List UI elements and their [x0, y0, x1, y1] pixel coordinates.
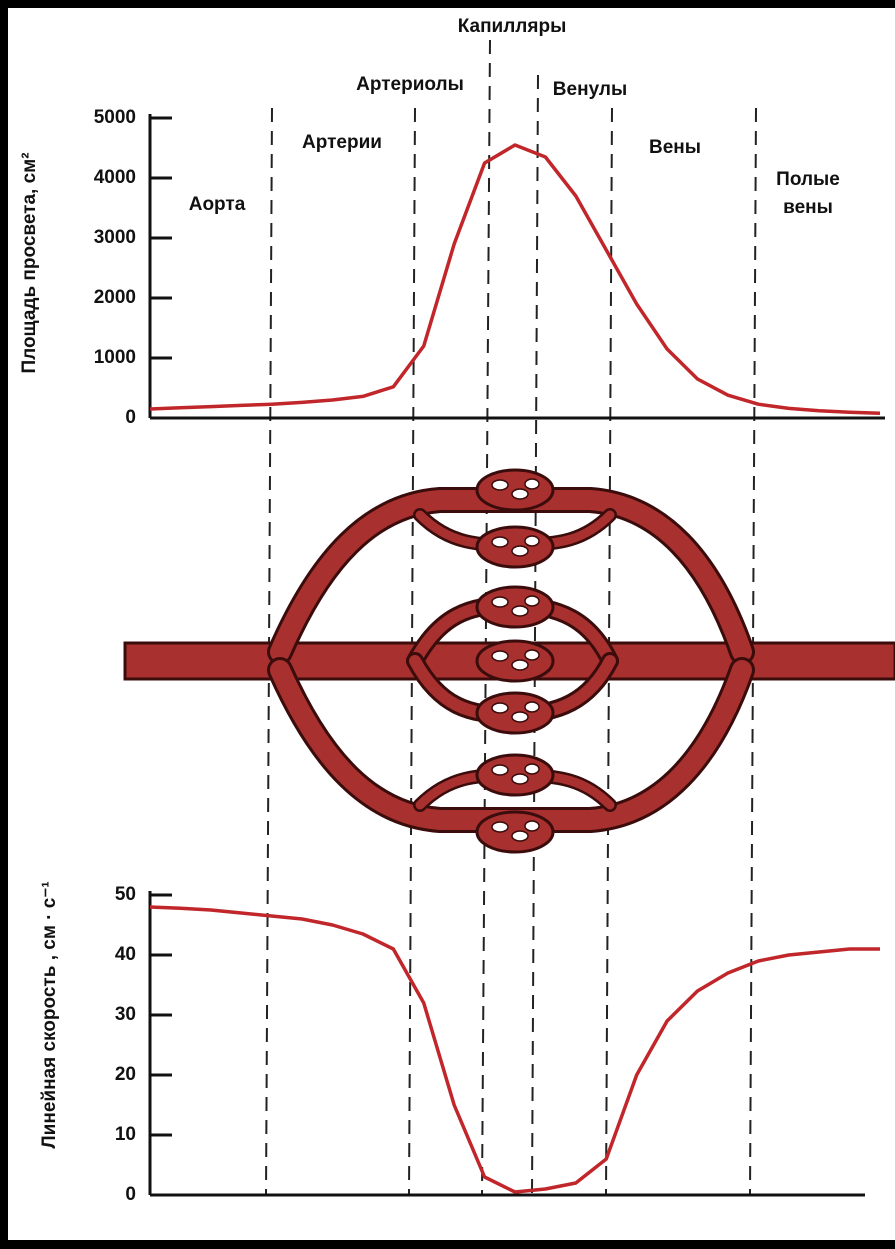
y-tick-label: 30: [115, 1004, 136, 1025]
y-tick-label: 2000: [94, 287, 136, 308]
vessel: [267, 487, 755, 665]
line: [149, 143, 881, 415]
y-tick-label: 20: [115, 1064, 136, 1085]
divider: [605, 107, 613, 1196]
figure: 0 1000 2000 3000 4000 5000 Площадь просвета, с…: [8, 8, 895, 1240]
divider: [408, 107, 416, 1196]
region-label: Венулы: [552, 79, 628, 100]
divider: [531, 74, 539, 1196]
y-tick-label: 0: [125, 1184, 136, 1205]
y-tick-label: 3000: [94, 227, 136, 248]
region-label: Аорта: [188, 194, 246, 215]
divider: [265, 107, 273, 1196]
y-tick-label: 40: [115, 944, 136, 965]
divider: [749, 107, 757, 1196]
line: [149, 905, 880, 1194]
region-label: Полые вены: [776, 169, 840, 218]
y-axis-label: Линейная скорость , см · с⁻¹: [39, 881, 60, 1148]
region-label: Артериолы: [356, 74, 464, 95]
y-axis-label: Площадь просвета, см²: [19, 152, 40, 373]
region-label: Капилляры: [457, 16, 567, 37]
y-tick-label: 5000: [94, 107, 136, 128]
y-tick-label: 10: [115, 1124, 136, 1145]
region-label: Вены: [649, 137, 701, 158]
y-tick-label: 50: [115, 884, 136, 905]
region-label: Артерии: [302, 132, 382, 153]
vessel-diagram: [123, 468, 895, 854]
y-tick-label: 0: [125, 407, 136, 428]
y-tick-label: 1000: [94, 347, 136, 368]
chart: 0 1000 2000 3000 4000 5000 Площадь просвета, с…: [19, 39, 895, 1205]
y-tick-label: 4000: [94, 167, 136, 188]
